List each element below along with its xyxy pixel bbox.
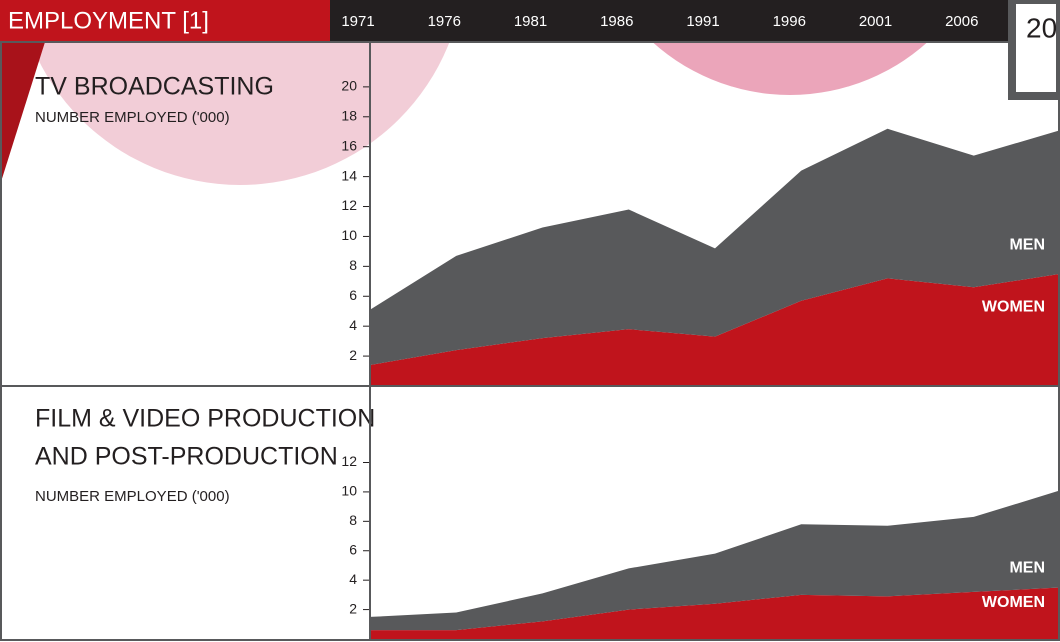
y-tick-label: 6	[349, 287, 357, 303]
x-tick-label: 1976	[428, 13, 461, 30]
y-tick-label: 2	[349, 600, 357, 616]
y-tick-label: 10	[341, 227, 357, 243]
y-tick-label: 2	[349, 347, 357, 363]
y-tick-label: 16	[341, 137, 357, 153]
x-tick-label: 1986	[600, 13, 633, 30]
y-tick-label: 18	[341, 107, 357, 123]
y-tick-label: 10	[341, 483, 357, 499]
series-label: MEN	[1009, 559, 1045, 576]
chart-subtitle: NUMBER EMPLOYED ('000)	[35, 488, 230, 505]
chart-title: TV BROADCASTING	[35, 73, 274, 101]
series-label: WOMEN	[982, 594, 1045, 611]
page-number: 20	[1026, 12, 1057, 43]
y-tick-label: 12	[341, 453, 357, 469]
x-tick-label: 2001	[859, 13, 892, 30]
y-tick-label: 14	[341, 167, 357, 183]
y-tick-label: 4	[349, 317, 357, 333]
y-tick-label: 12	[341, 197, 357, 213]
chart-title: AND POST-PRODUCTION	[35, 443, 338, 471]
x-tick-label: 1991	[686, 13, 719, 30]
x-tick-label: 2006	[945, 13, 978, 30]
page: EMPLOYMENT [1] WOMEN MEN 2 4 6 8 10 12 14 16 18 20 1…	[0, 0, 1060, 642]
series-label: WOMEN	[982, 299, 1045, 316]
x-tick-label: 1981	[514, 13, 547, 30]
y-tick-label: 4	[349, 571, 357, 587]
y-tick-label: 6	[349, 541, 357, 557]
y-tick-label: 20	[341, 78, 357, 94]
header-title: EMPLOYMENT [1]	[8, 7, 209, 34]
chart-title: FILM & VIDEO PRODUCTION	[35, 405, 375, 433]
chart-subtitle: NUMBER EMPLOYED ('000)	[35, 109, 230, 126]
y-tick-label: 8	[349, 257, 357, 273]
x-tick-label: 1996	[773, 13, 806, 30]
series-label: MEN	[1009, 236, 1045, 253]
y-tick-label: 8	[349, 512, 357, 528]
x-tick-label: 1971	[341, 13, 374, 30]
